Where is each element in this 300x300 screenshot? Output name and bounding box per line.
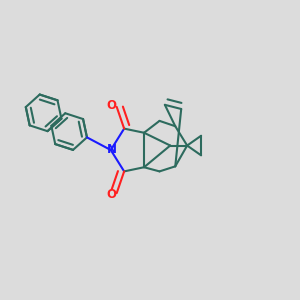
Text: N: N xyxy=(107,142,117,156)
Text: O: O xyxy=(106,188,116,201)
Text: O: O xyxy=(106,99,116,112)
